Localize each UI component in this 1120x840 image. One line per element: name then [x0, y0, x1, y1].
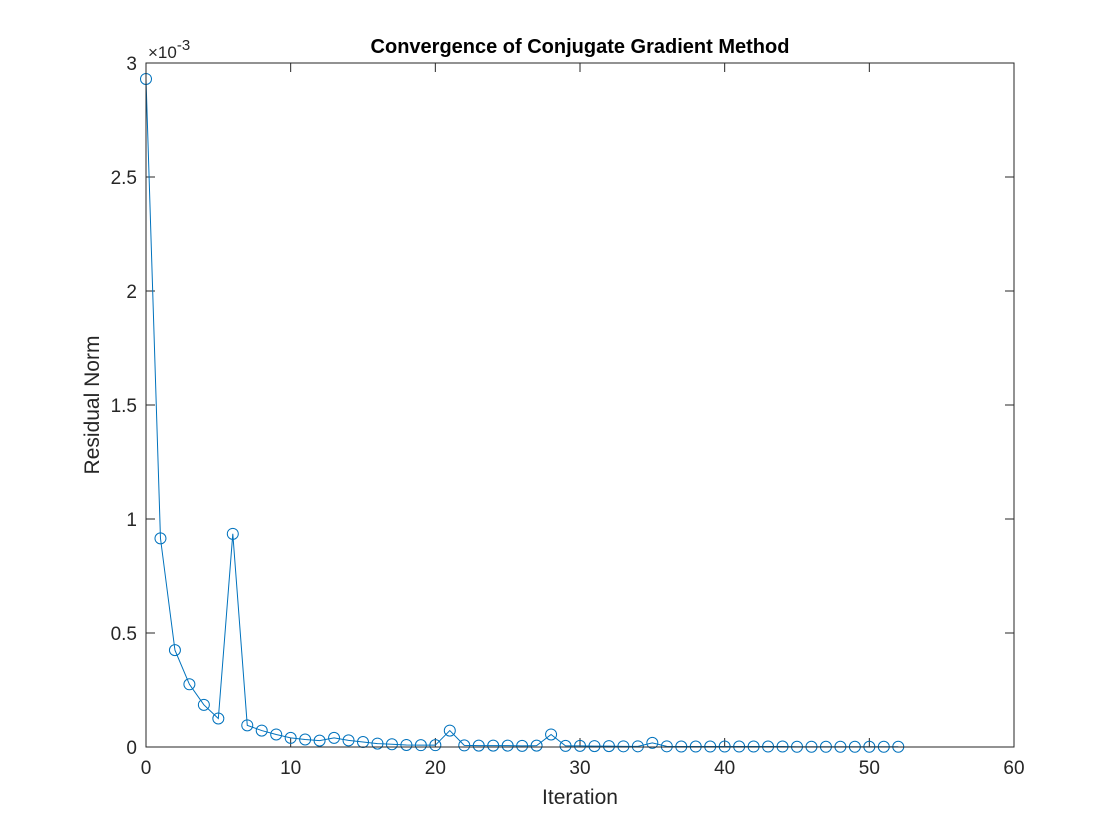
data-point [458, 739, 471, 752]
data-point [516, 739, 529, 752]
data-point [385, 738, 398, 751]
y-tick-label: 1.5 [111, 396, 137, 417]
y-tick-label: 3 [126, 54, 137, 75]
data-point [660, 740, 673, 753]
data-point [646, 736, 659, 749]
data-point [487, 739, 500, 752]
data-point [443, 724, 456, 737]
y-tick-label: 0 [126, 738, 137, 759]
data-point [545, 728, 558, 741]
x-tick-label: 10 [280, 758, 301, 779]
data-point [400, 738, 413, 751]
y-exponent-power: -3 [177, 37, 190, 54]
data-point [197, 698, 210, 711]
data-point [631, 740, 644, 753]
x-axis-label: Iteration [542, 786, 618, 809]
data-point [154, 532, 167, 545]
axes-box [145, 62, 1015, 748]
tick-labels: 0 10 20 30 40 50 60 0 0.5 1 1.5 2 2.5 3 [111, 54, 1025, 779]
data-point [501, 739, 514, 752]
data-point [212, 712, 225, 725]
data-point [530, 739, 543, 752]
y-exponent-base: ×10 [148, 43, 177, 62]
data-point [617, 740, 630, 753]
data-point [241, 719, 254, 732]
data-point [183, 678, 196, 691]
y-tick-label: 1 [126, 510, 137, 531]
data-point [328, 731, 341, 744]
plot-area [146, 63, 1014, 747]
x-tick-label: 50 [859, 758, 880, 779]
y-tick-label: 0.5 [111, 624, 137, 645]
y-exponent-label: ×10-3 [148, 37, 190, 62]
data-point [168, 644, 181, 657]
data-point [313, 734, 326, 747]
x-tick-label: 30 [569, 758, 590, 779]
data-point [559, 739, 572, 752]
data-point [371, 737, 384, 750]
data-point [602, 740, 615, 753]
x-tick-label: 40 [714, 758, 735, 779]
data-point [226, 527, 239, 540]
x-tick-label: 20 [425, 758, 446, 779]
y-tick-label: 2 [126, 282, 137, 303]
data-point [255, 724, 268, 737]
chart-title: Convergence of Conjugate Gradient Method [371, 36, 790, 58]
data-point [472, 739, 485, 752]
data-point [299, 733, 312, 746]
y-axis-label: Residual Norm [81, 336, 104, 475]
y-tick-label: 2.5 [111, 168, 137, 189]
data-point [284, 731, 297, 744]
data-point [588, 740, 601, 753]
x-tick-label: 60 [1003, 758, 1024, 779]
data-point [574, 739, 586, 752]
data-point [342, 734, 355, 747]
data-point [414, 739, 427, 752]
x-tick-label: 0 [141, 758, 152, 779]
data-point [270, 728, 283, 741]
data-point [429, 739, 442, 752]
